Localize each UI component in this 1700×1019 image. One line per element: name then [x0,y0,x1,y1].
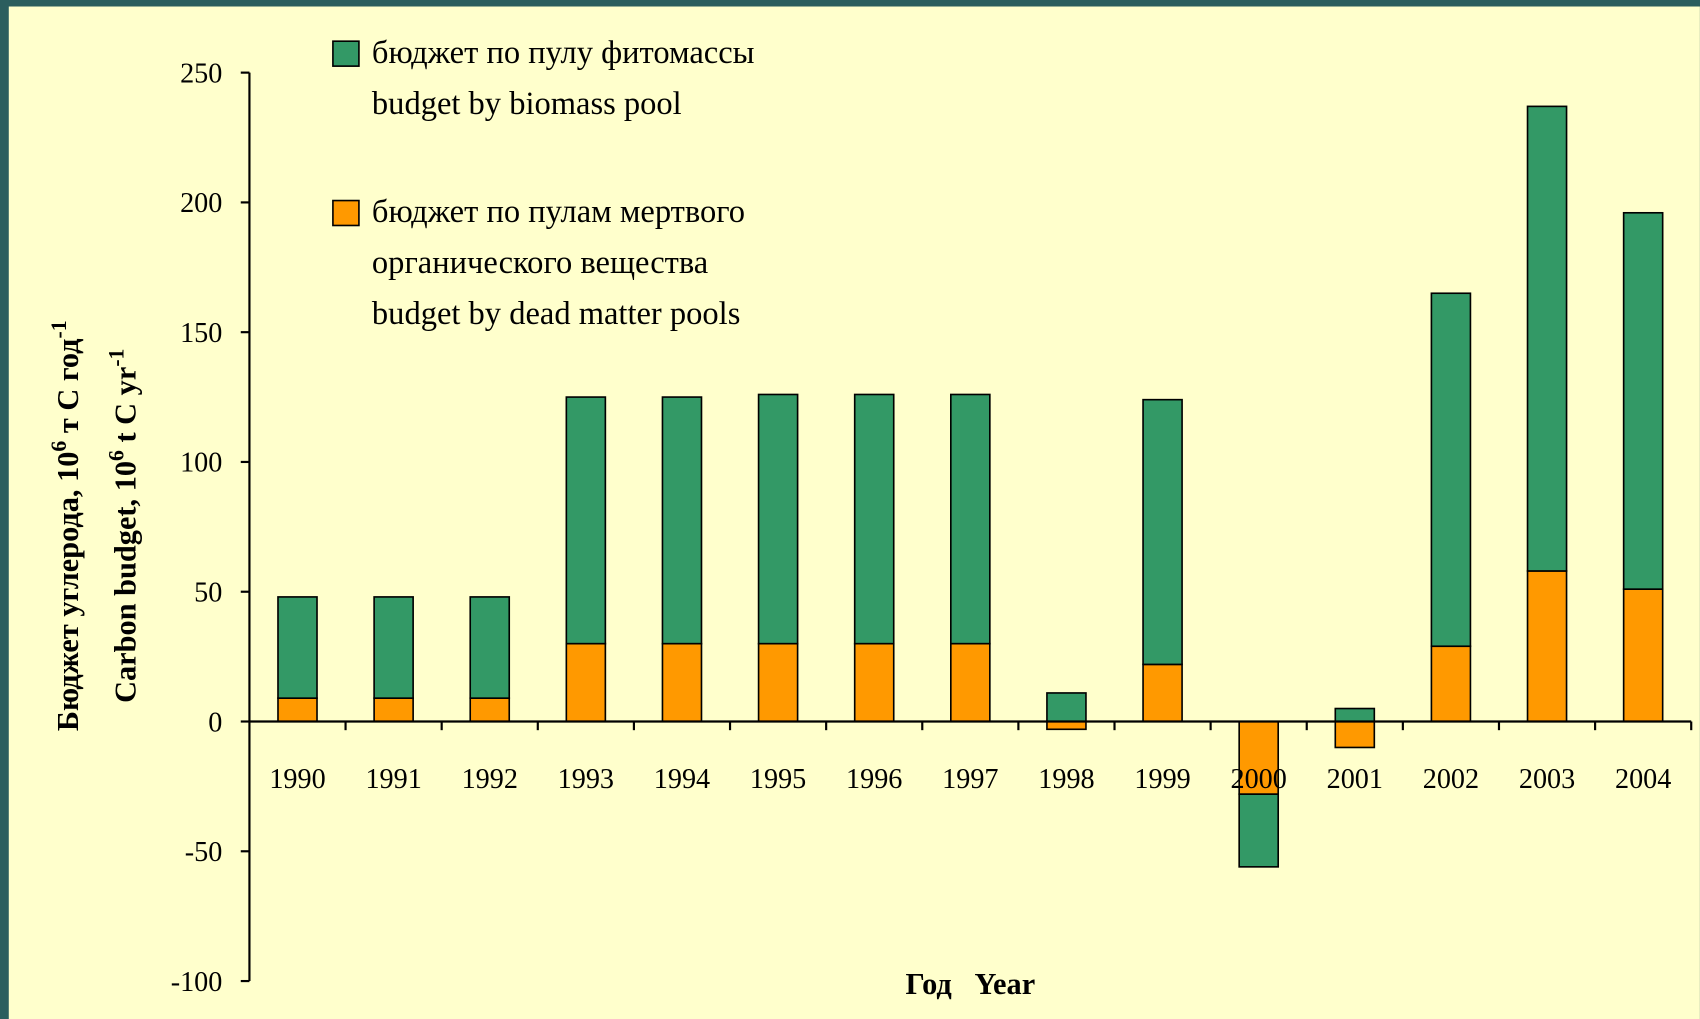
bar-segment [1430,645,1472,723]
y-tick-label: 200 [180,188,222,219]
x-tick-label: 1991 [365,764,421,795]
bar-segment [373,697,414,723]
y-axis-label-part: t C yr [109,367,143,450]
legend-label: бюджет по пулам мертвого [372,194,745,230]
y-axis-label: Бюджет углерода, 106 т С год-1 [47,320,85,731]
y-axis-label-part: 6 [47,441,71,452]
y-tick-label: 100 [180,448,222,479]
x-tick-label: 2004 [1615,764,1671,795]
bar-segment [853,393,895,645]
legend-label: budget by dead matter pools [372,296,740,332]
bar-segment [950,393,991,645]
legend-label: бюджет по пулу фитомассы [372,35,755,71]
x-tick-label: 2000 [1231,764,1287,795]
bar-segment [661,396,703,645]
x-tick-label: 1994 [654,764,710,795]
y-axis-label: Carbon budget, 106 t C yr-1 [105,349,143,703]
bar-segment [1046,692,1087,723]
x-tick-label: 2002 [1423,764,1479,795]
legend-swatch [332,199,360,227]
y-tick-label: 50 [194,577,222,608]
legend-label: budget by biomass pool [372,86,682,122]
y-axis-label-part: Carbon budget, 10 [109,461,143,703]
x-tick-label: 1992 [462,764,518,795]
bar-segment [469,697,511,723]
y-axis-label-part: -1 [105,349,129,367]
bar-segment [1238,720,1280,795]
bar-segment [1526,105,1568,572]
y-tick-label: -50 [185,837,223,868]
x-tick-label: 1993 [558,764,614,795]
y-axis-label-part: -1 [47,320,71,338]
bar-segment [1238,793,1280,868]
x-tick-label: 1998 [1038,764,1094,795]
bar-segment [757,642,799,723]
bar-segment [277,596,318,699]
bar-segment [757,393,799,645]
x-tick-label: 1996 [846,764,902,795]
bar-segment [1526,570,1568,723]
bar-segment [1334,720,1376,749]
x-tick-label: 1990 [269,764,325,795]
x-tick-label: 1995 [750,764,806,795]
y-axis-label-part: т С год [51,338,85,441]
y-tick-label: 250 [180,58,222,89]
bar-segment [1142,398,1183,666]
legend-swatch [332,40,360,67]
bar-segment [1046,720,1087,731]
x-tick-label: 2001 [1327,764,1383,795]
x-tick-label: 1997 [942,764,998,795]
x-tick-label: 1999 [1134,764,1190,795]
bar-segment [469,596,511,699]
y-axis-label-part: 6 [105,450,129,461]
bar-segment [1334,707,1376,723]
y-axis-label-part: Бюджет углерода, 10 [51,452,85,732]
bar-segment [277,697,318,723]
bar-segment [1430,292,1472,648]
bar-segment [373,596,414,699]
y-tick-label: 150 [180,318,222,349]
bar-segment [565,642,607,723]
bar-segment [1622,211,1664,590]
bar-segment [1142,663,1183,723]
legend-label: органического вещества [372,245,708,281]
bar-segment [661,642,703,723]
x-axis-label: Год Year [905,967,1035,1001]
x-tick-label: 2003 [1519,764,1575,795]
bar-segment [1622,588,1664,723]
y-tick-label: 0 [208,707,222,738]
bar-segment [853,642,895,723]
bar-segment [950,642,991,723]
y-tick-label: -100 [171,967,223,998]
bar-segment [565,396,607,645]
